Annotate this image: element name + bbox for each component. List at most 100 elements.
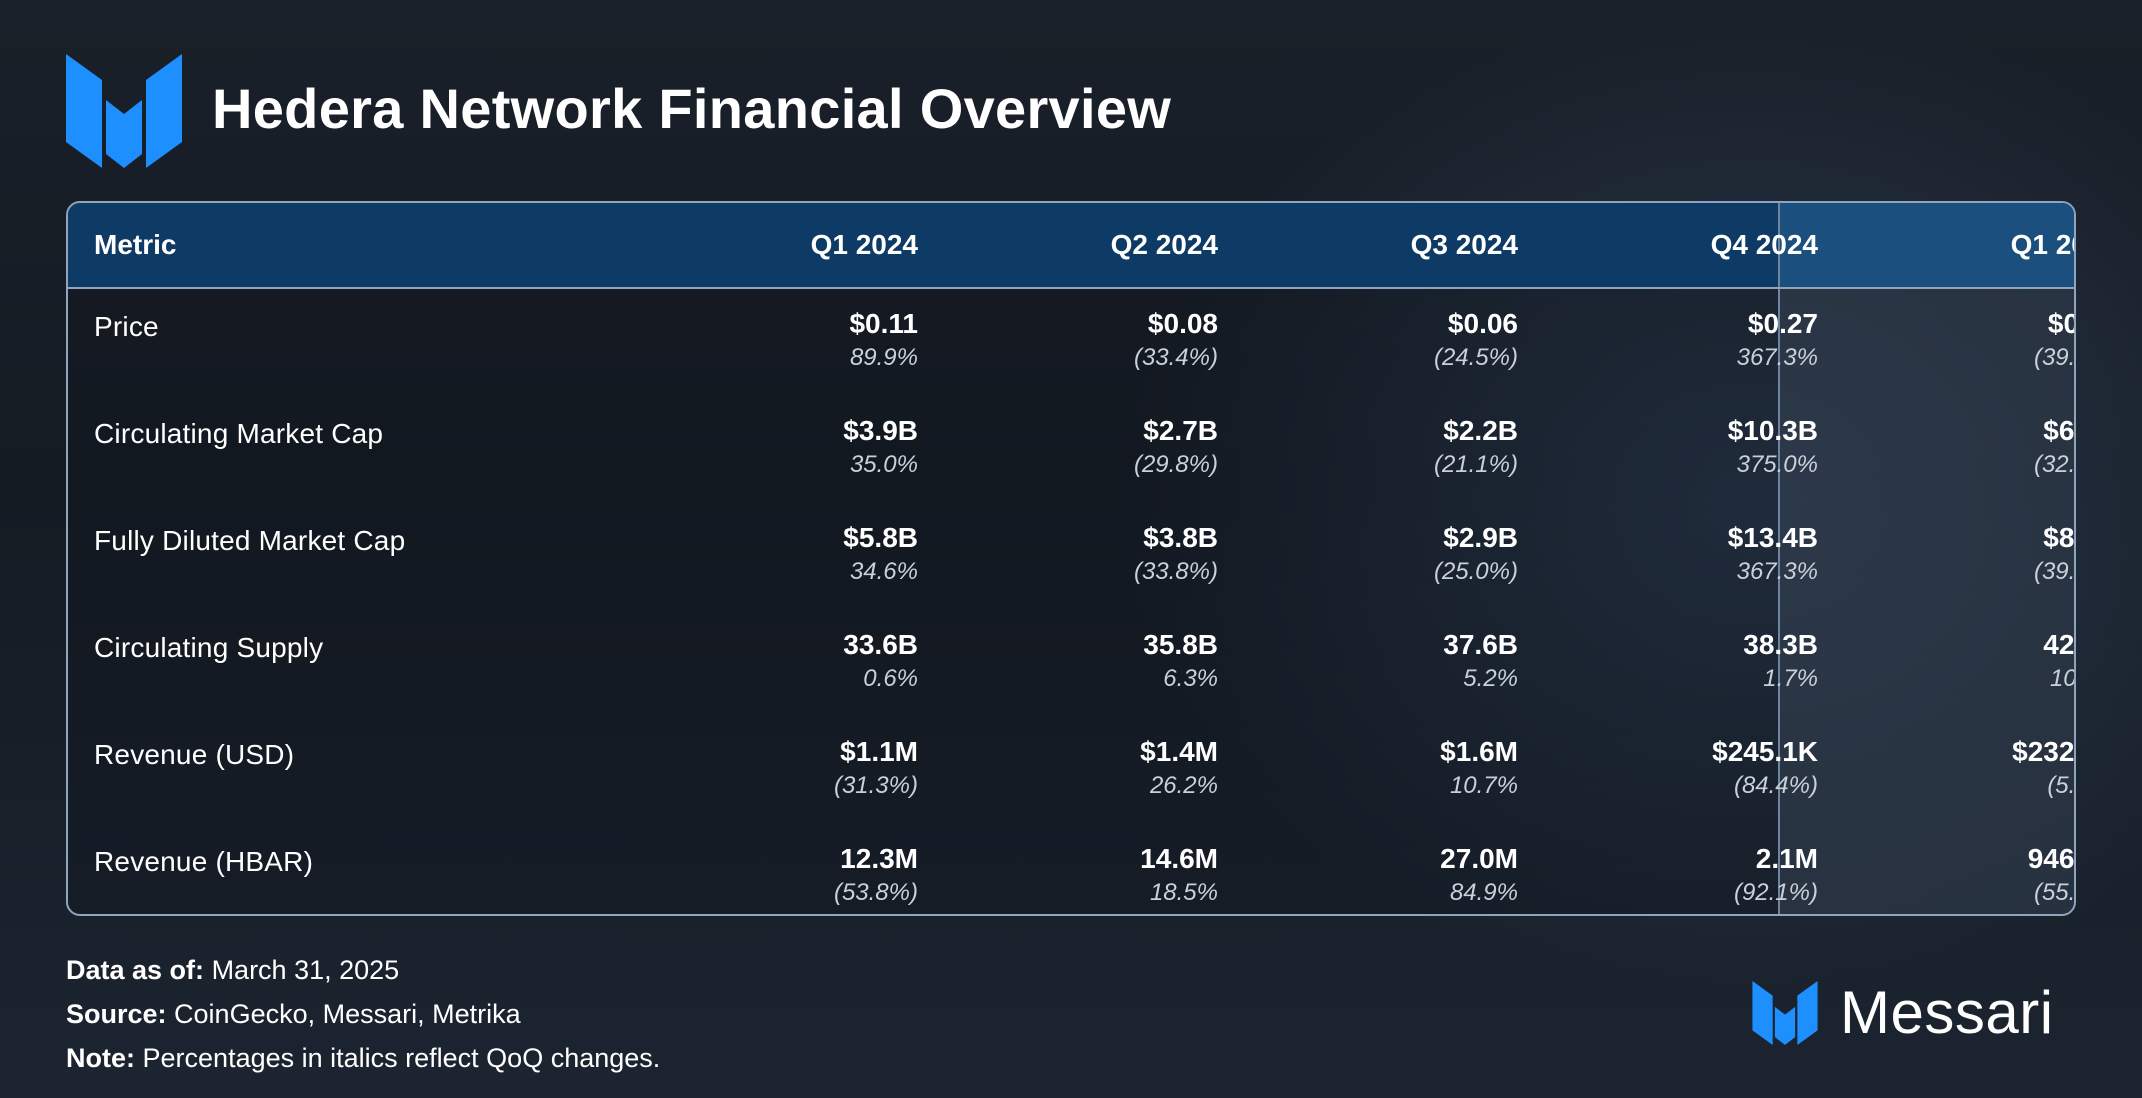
cell-value: $3.9B <box>843 415 918 446</box>
metric-label: Price <box>94 311 159 342</box>
messari-logo-icon <box>66 54 182 168</box>
metric-label: Circulating Market Cap <box>94 418 384 449</box>
note-line: Note: Percentages in italics reflect QoQ… <box>66 1036 660 1080</box>
cell-change: 5.2% <box>1463 665 1518 692</box>
note-value: Percentages in italics reflect QoQ chang… <box>142 1043 661 1073</box>
cell-change: (55.4%) <box>2033 879 2076 906</box>
cell-change: 10.4% <box>2049 665 2076 692</box>
brand-name: Messari <box>1840 979 2054 1046</box>
cell-change: 84.9% <box>1449 879 1518 906</box>
highlight-header-bg <box>1778 203 2074 287</box>
cell-change: 6.3% <box>1163 665 1218 692</box>
source-line: Source: CoinGecko, Messari, Metrika <box>66 992 660 1036</box>
cell-value: 38.3B <box>1743 629 1818 660</box>
messari-logo-icon <box>1752 981 1818 1045</box>
table-cell: $0.06 (24.5%) <box>1238 289 1518 375</box>
table-cell: 42.2B 10.4% <box>1838 610 2076 696</box>
cell-change: 35.0% <box>849 451 918 478</box>
metric-label: Fully Diluted Market Cap <box>94 525 406 556</box>
highlight-column <box>1778 203 2074 914</box>
cell-change: (33.4%) <box>1133 344 1218 371</box>
page-title: Hedera Network Financial Overview <box>212 77 1172 140</box>
table-cell: 14.6M 18.5% <box>938 824 1218 910</box>
table-row: Fully Diluted Market Cap $5.8B 34.6% $3.8… <box>68 503 2074 610</box>
column-header-metric: Metric <box>94 229 177 260</box>
cell-change: 34.6% <box>849 558 918 585</box>
cell-value: $245.1K <box>1712 736 1818 767</box>
table-cell: $1.6M 10.7% <box>1238 717 1518 803</box>
cell-value: 12.3M <box>840 843 918 874</box>
financial-table: Metric Q1 2024 Q2 2024 Q3 2024 Q4 2024 Q… <box>66 201 2076 916</box>
cell-change: (32.9%) <box>2033 451 2076 478</box>
cell-change: (24.5%) <box>1433 344 1518 371</box>
table-cell: $2.9B (25.0%) <box>1238 503 1518 589</box>
cell-change: 367.3% <box>1736 344 1818 371</box>
cell-value: $13.4B <box>1727 522 1818 553</box>
table-row: Revenue (HBAR) 12.3M (53.8%) 14.6M 18.5% 2… <box>68 824 2076 914</box>
cell-value: 946.7K <box>2027 843 2075 874</box>
data-as-of-line: Data as of: March 31, 2025 <box>66 948 660 992</box>
cell-value: $2.9B <box>1443 522 1518 553</box>
source-value: CoinGecko, Messari, Metrika <box>174 999 521 1029</box>
table-cell: 946.7K (55.4%) <box>1838 824 2076 910</box>
cell-change: (39.2%) <box>2033 344 2076 371</box>
table-cell: 2.1M (92.1%) <box>1538 824 1818 910</box>
cell-change: (84.4%) <box>1733 772 1818 799</box>
table-row: Revenue (USD) $1.1M (31.3%) $1.4M 26.2% $1… <box>68 717 2074 824</box>
table-cell: 37.6B 5.2% <box>1238 610 1518 696</box>
table-cell: 35.8B 6.3% <box>938 610 1218 696</box>
cell-change: (53.8%) <box>833 879 918 906</box>
data-as-of-value: March 31, 2025 <box>211 955 400 985</box>
cell-change: (31.3%) <box>833 772 918 799</box>
table-cell: $10.3B 375.0% <box>1538 396 1818 482</box>
metric-label: Revenue (HBAR) <box>94 846 314 877</box>
table-row: Price $0.11 89.9% $0.08 (33.4%) $0.06 (24.5… <box>68 289 2074 396</box>
cell-change: 367.3% <box>1736 558 1818 585</box>
table-cell: $3.9B 35.0% <box>638 396 918 482</box>
cell-value: $10.3B <box>1727 415 1818 446</box>
cell-change: 375.0% <box>1736 451 1818 478</box>
table-cell: $2.7B (29.8%) <box>938 396 1218 482</box>
cell-change: (39.2%) <box>2033 558 2076 585</box>
cell-change: (92.1%) <box>1733 879 1818 906</box>
column-header-q4-2024: Q4 2024 <box>1710 229 1818 260</box>
messari-brand: Messari <box>1752 978 2054 1048</box>
cell-change: (29.8%) <box>1133 451 1218 478</box>
column-header-q2-2024: Q2 2024 <box>1110 229 1218 260</box>
table-cell: $1.1M (31.3%) <box>638 717 918 803</box>
table-cell: $245.1K (84.4%) <box>1538 717 1818 803</box>
table-cell: 27.0M 84.9% <box>1238 824 1518 910</box>
column-header-q1-2024: Q1 2024 <box>810 229 918 260</box>
table-cell: 12.3M (53.8%) <box>638 824 918 910</box>
data-as-of-label: Data as of: <box>66 955 205 985</box>
metric-label: Circulating Supply <box>94 632 324 663</box>
cell-value: $6.9B <box>2043 415 2075 446</box>
table-header: Metric Q1 2024 Q2 2024 Q3 2024 Q4 2024 Q… <box>68 203 2074 289</box>
cell-value: 35.8B <box>1143 629 1218 660</box>
table-cell: $0.27 367.3% <box>1538 289 1818 375</box>
table-cell: $5.8B 34.6% <box>638 503 918 589</box>
table-cell: $232.7K (5.1%) <box>1838 717 2074 803</box>
cell-change: (21.1%) <box>1433 451 1518 478</box>
table-cell: $0.08 (33.4%) <box>938 289 1218 375</box>
cell-value: $1.6M <box>1440 736 1518 767</box>
note-label: Note: <box>66 1043 135 1073</box>
table-cell: 33.6B 0.6% <box>638 610 918 696</box>
cell-value: 27.0M <box>1440 843 1518 874</box>
cell-change: 10.7% <box>1449 772 1518 799</box>
table-row: Circulating Supply 33.6B 0.6% 35.8B 6.3% 3… <box>68 610 2074 717</box>
cell-value: 14.6M <box>1140 843 1218 874</box>
table-row: Circulating Market Cap $3.9B 35.0% $2.7B (… <box>68 396 2074 503</box>
table-cell: $8.2B (39.2%) <box>1838 503 2076 589</box>
table-cell: $1.4M 26.2% <box>938 717 1218 803</box>
cell-change: 26.2% <box>1149 772 1218 799</box>
cell-value: $0.11 <box>849 308 918 339</box>
cell-value: $8.2B <box>2043 522 2075 553</box>
cell-value: $2.7B <box>1143 415 1218 446</box>
cell-value: $2.2B <box>1443 415 1518 446</box>
table-cell: $2.2B (21.1%) <box>1238 396 1518 482</box>
cell-change: 18.5% <box>1149 879 1218 906</box>
cell-value: $0.16 <box>2047 308 2076 339</box>
cell-change: (33.8%) <box>1133 558 1218 585</box>
